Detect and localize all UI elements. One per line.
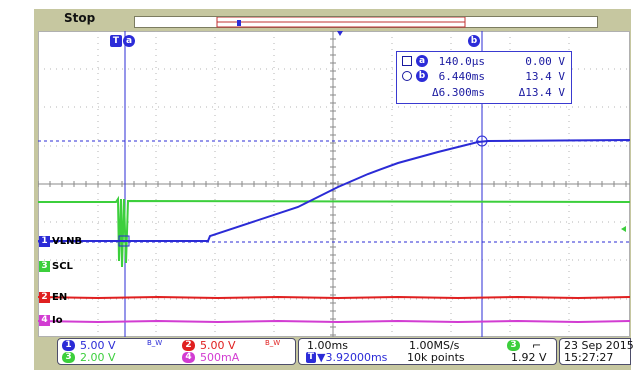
channel-1-badge: 1 <box>39 236 50 247</box>
time-display: 15:27:27 <box>564 351 614 364</box>
record-position-bar[interactable] <box>134 16 598 28</box>
cursor-a-time: 140.0µs <box>438 55 485 68</box>
waveform-display[interactable]: T a b a 140.0µs 0.00 V b 6.440ms 13.4 V … <box>38 31 630 337</box>
trigger-slope-icon: ⌐ <box>532 339 542 352</box>
ch1-bandwidth-icon: B_W <box>147 339 163 347</box>
channel-4-badge: 4 <box>39 315 50 326</box>
waveform-graticule <box>38 31 630 337</box>
ch1-scale-value: 5.00 V <box>80 339 116 352</box>
trigger-position-icon: T <box>306 352 316 363</box>
cursor-b-time: 6.440ms <box>438 70 485 83</box>
date-display: 23 Sep 2015 <box>564 339 634 352</box>
ch2-bandwidth-icon: B_W <box>265 339 281 347</box>
channel-4-name: Io <box>52 315 63 326</box>
channel-3-name: SCL <box>52 261 73 272</box>
trace-scl <box>38 195 630 268</box>
trigger-source-badge: 3 <box>507 340 520 351</box>
channel-2-badge: 2 <box>39 292 50 303</box>
cursor-b-tag[interactable]: b <box>468 35 480 47</box>
timebase-panel[interactable]: 1.00ms 1.00MS/s T ▼3.92000ms 10k points … <box>298 338 557 365</box>
cursor-readout-box: a 140.0µs 0.00 V b 6.440ms 13.4 V Δ6.300… <box>396 51 572 104</box>
ch2-scale-badge: 2 <box>182 340 195 351</box>
record-length: 10k points <box>407 351 465 364</box>
acquisition-status: Stop <box>64 11 96 25</box>
channel-2-name: EN <box>52 292 68 303</box>
cursor-a-badge: a <box>416 55 428 67</box>
channel-label-io[interactable]: 4 Io <box>39 315 63 327</box>
circle-cursor-icon <box>402 71 412 81</box>
horizontal-position: ▼3.92000ms <box>317 351 388 364</box>
channel-label-scl[interactable]: 3 SCL <box>39 261 73 273</box>
sample-rate: 1.00MS/s <box>409 339 460 352</box>
timebase-per-div: 1.00ms <box>307 339 348 352</box>
channel-3-badge: 3 <box>39 261 50 272</box>
cursor-b-badge: b <box>416 70 428 82</box>
channel-1-name: VLNB <box>52 236 83 247</box>
trace-en <box>38 295 630 300</box>
ch3-scale-badge: 3 <box>62 352 75 363</box>
ch2-scale-value: 5.00 V <box>200 339 236 352</box>
ch1-scale-badge: 1 <box>62 340 75 351</box>
trigger-marker-icon[interactable]: T <box>110 35 122 47</box>
ch4-scale-badge: 4 <box>182 352 195 363</box>
trigger-level: 1.92 V <box>511 351 547 364</box>
trace-vlnb <box>38 139 630 242</box>
ch3-scale-value: 2.00 V <box>80 351 116 364</box>
square-cursor-icon <box>402 56 412 66</box>
vertical-scale-panel[interactable]: 1 5.00 V B_W 2 5.00 V B_W 3 2.00 V 4 500… <box>57 338 296 365</box>
cursor-delta-time: Δ6.300ms <box>432 86 485 99</box>
cursor-a-tag[interactable]: a <box>123 35 135 47</box>
datetime-panel: 23 Sep 2015 15:27:27 <box>559 338 634 365</box>
cursor-a-value: 0.00 V <box>525 55 565 68</box>
ch4-scale-value: 500mA <box>200 351 240 364</box>
trace-io <box>38 319 630 324</box>
channel-label-en[interactable]: 2 EN <box>39 292 67 304</box>
channel-label-vlnb[interactable]: 1 VLNB <box>39 236 82 248</box>
cursor-delta-value: Δ13.4 V <box>518 86 565 99</box>
cursor-b-value: 13.4 V <box>525 70 565 83</box>
